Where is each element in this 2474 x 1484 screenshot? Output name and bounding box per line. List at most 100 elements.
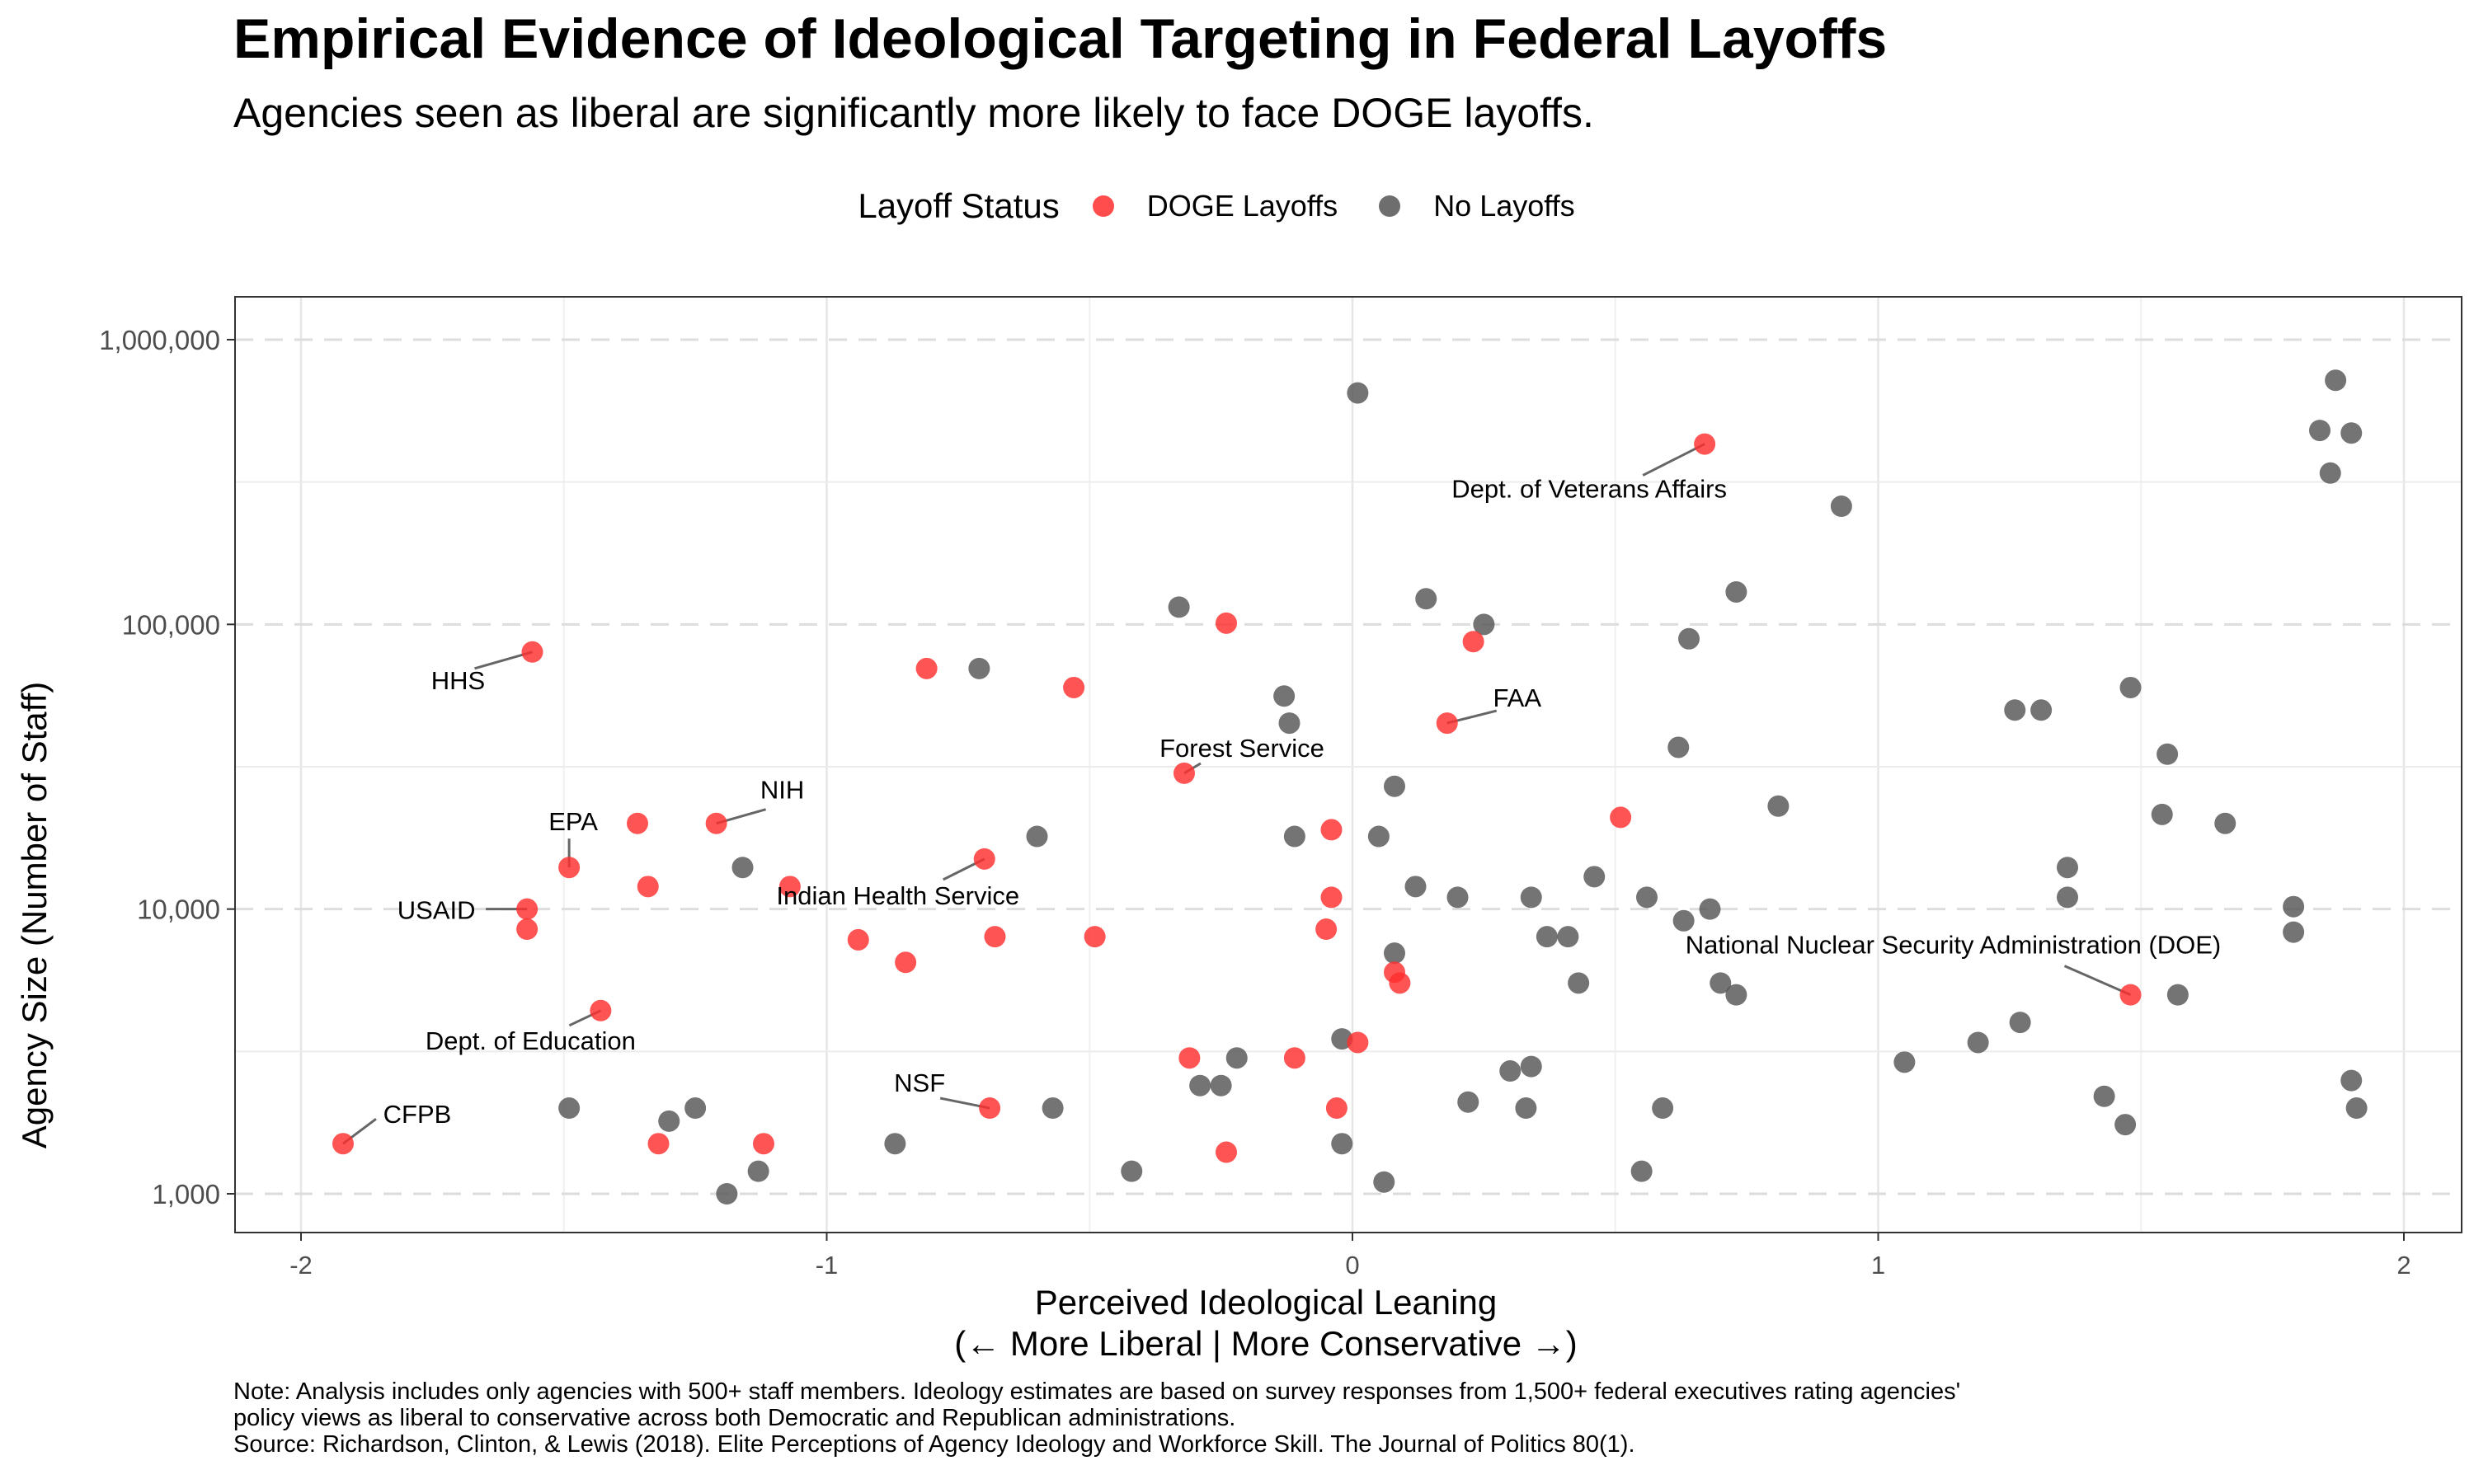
data-point-doge-layoffs [984, 926, 1006, 948]
data-point-no-layoffs [1457, 1091, 1479, 1113]
data-point-no-layoffs [1367, 825, 1390, 848]
x-tick-label: 2 [2396, 1251, 2411, 1280]
data-point-doge-layoffs [1694, 433, 1716, 455]
data-point-doge-layoffs [637, 876, 659, 898]
legend: Layoff Status DOGE Layoffs No Layoffs [0, 186, 2474, 226]
chart-title: Empirical Evidence of Ideological Target… [233, 7, 1888, 70]
legend-label-no-layoffs: No Layoffs [1433, 189, 1575, 223]
points-layer [332, 369, 2368, 1205]
data-point-doge-layoffs [516, 918, 539, 941]
y-axis-title: Agency Size (Number of Staff) [15, 681, 54, 1149]
data-point-no-layoffs [1415, 588, 1437, 610]
data-point-no-layoffs [2057, 886, 2078, 909]
x-axis-title-line1: Perceived Ideological Leaning [1034, 1283, 1498, 1322]
data-point-no-layoffs [1347, 382, 1369, 404]
data-point-doge-layoffs [516, 898, 539, 920]
data-point-no-layoffs [1520, 886, 1542, 909]
data-point-no-layoffs [2004, 699, 2026, 721]
data-point-doge-layoffs [705, 812, 727, 834]
data-point-no-layoffs [1404, 876, 1427, 898]
data-point-no-layoffs [2214, 812, 2236, 834]
plot-panel-border [234, 296, 2462, 1233]
x-tick-label: 0 [1345, 1251, 1359, 1280]
data-point-no-layoffs [1699, 898, 1721, 920]
legend-label-doge-layoffs: DOGE Layoffs [1146, 189, 1338, 223]
data-point-doge-layoffs [778, 876, 801, 898]
data-point-no-layoffs [968, 657, 990, 679]
data-point-doge-layoffs [332, 1133, 354, 1155]
data-point-no-layoffs [1225, 1047, 1248, 1069]
data-point-no-layoffs [1725, 984, 1747, 1006]
data-point-no-layoffs [731, 857, 754, 879]
footnote-line2: policy views as liberal to conservative … [233, 1405, 1236, 1431]
data-point-no-layoffs [1767, 795, 1790, 817]
y-tick-label: 10,000 [137, 895, 220, 925]
axis-layer: -2 -1 0 1 2 1,000 10,000 100,000 1,000,000 [99, 325, 2411, 1280]
data-point-no-layoffs [2325, 369, 2347, 392]
data-point-doge-layoffs [1325, 1097, 1348, 1120]
data-point-no-layoffs [1189, 1074, 1211, 1097]
legend-item-no-layoffs: No Layoffs [1379, 189, 1575, 223]
data-point-no-layoffs [1652, 1097, 1674, 1120]
annotation-leader-line [2063, 965, 2132, 996]
data-point-no-layoffs [1678, 627, 1700, 650]
annotation-label: HHS [431, 666, 485, 695]
footnote-source: Source: Richardson, Clinton, & Lewis (20… [233, 1431, 1635, 1458]
data-point-no-layoffs [1499, 1060, 1522, 1082]
legend-item-doge-layoffs: DOGE Layoffs [1092, 189, 1338, 223]
data-point-no-layoffs [1283, 825, 1305, 848]
data-point-no-layoffs [2283, 895, 2305, 918]
data-point-doge-layoffs [627, 812, 648, 834]
annotation-label: Indian Health Service [776, 881, 1019, 910]
data-point-doge-layoffs [1216, 1141, 1237, 1163]
data-point-doge-layoffs [1178, 1047, 1201, 1069]
data-point-no-layoffs [1446, 886, 1469, 909]
data-point-no-layoffs [1515, 1097, 1537, 1120]
data-point-doge-layoffs [847, 928, 869, 951]
footnote-line1: Note: Analysis includes only agencies wi… [233, 1378, 1961, 1405]
data-point-no-layoffs [2151, 803, 2173, 825]
data-point-doge-layoffs [1320, 819, 1343, 841]
data-point-doge-layoffs [1174, 762, 1195, 784]
data-point-no-layoffs [1710, 972, 1732, 994]
data-point-doge-layoffs [590, 999, 612, 1021]
data-point-no-layoffs [1384, 775, 1405, 797]
data-point-doge-layoffs [1084, 926, 1106, 948]
data-point-no-layoffs [1893, 1051, 1916, 1073]
data-point-no-layoffs [716, 1183, 738, 1205]
data-point-doge-layoffs [973, 848, 995, 870]
data-point-no-layoffs [1536, 926, 1558, 948]
data-point-no-layoffs [1568, 972, 1590, 994]
data-point-doge-layoffs [753, 1133, 774, 1155]
annotation-label: Forest Service [1159, 734, 1324, 763]
data-point-no-layoffs [2009, 1012, 2031, 1034]
x-axis-title: Perceived Ideological Leaning (← More Li… [854, 1282, 1678, 1364]
legend-key-gray-dot [1379, 195, 1401, 217]
annotation-label: CFPB [383, 1100, 452, 1129]
data-point-no-layoffs [2345, 1097, 2368, 1120]
y-tick-label: 1,000 [152, 1179, 220, 1209]
data-point-doge-layoffs [895, 951, 917, 974]
data-point-no-layoffs [1636, 886, 1658, 909]
legend-key-red-dot [1092, 195, 1114, 217]
legend-title: Layoff Status [858, 186, 1060, 225]
data-point-no-layoffs [2340, 422, 2363, 444]
data-point-no-layoffs [1168, 596, 1190, 618]
data-point-no-layoffs [1520, 1055, 1542, 1078]
data-point-no-layoffs [1042, 1097, 1064, 1120]
data-point-doge-layoffs [521, 641, 543, 663]
data-point-doge-layoffs [1462, 631, 1484, 653]
annotation-label: USAID [397, 896, 476, 925]
data-point-no-layoffs [1384, 942, 1405, 965]
x-tick-label: -1 [816, 1251, 839, 1280]
x-axis-title-line2: (← More Liberal | More Conservative →) [954, 1324, 1578, 1363]
data-point-doge-layoffs [915, 657, 938, 679]
y-tick-label: 100,000 [122, 609, 220, 640]
data-point-no-layoffs [658, 1110, 680, 1132]
data-point-no-layoffs [2093, 1085, 2115, 1107]
data-point-no-layoffs [2319, 462, 2341, 484]
data-point-doge-layoffs [1610, 806, 1632, 829]
x-tick-label: -2 [289, 1251, 313, 1280]
data-point-no-layoffs [2166, 984, 2189, 1006]
annotation-layer: Dept. of Veterans Affairs HHS FAA Forest Se… [383, 475, 2222, 1129]
